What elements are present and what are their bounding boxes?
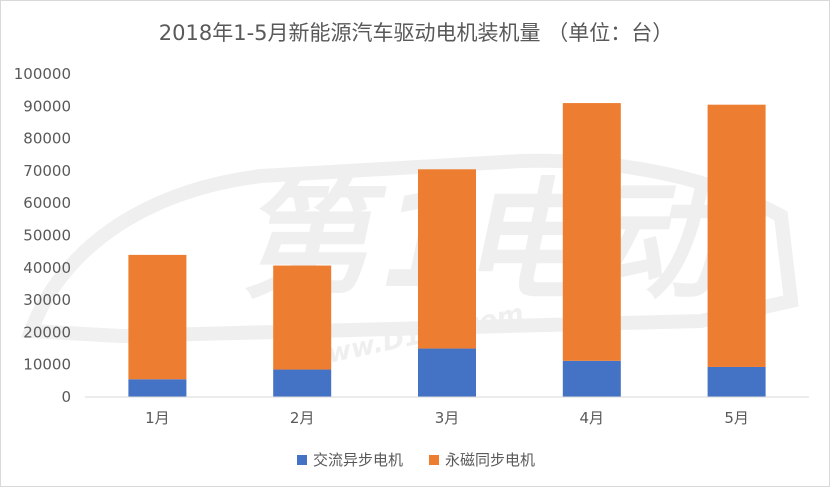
legend: 交流异步电机 永磁同步电机: [1, 449, 830, 470]
bar-segment-pm-sync: [128, 254, 187, 380]
y-tick-label: 90000: [23, 97, 71, 115]
y-tick-label: 70000: [23, 162, 71, 180]
bars-group: [128, 103, 766, 397]
x-tick-label: 3月: [435, 409, 460, 427]
bar-segment-pm-sync: [562, 103, 621, 361]
legend-label: 永磁同步电机: [445, 451, 536, 469]
bar-segment-pm-sync: [273, 265, 332, 370]
legend-item-pm-sync: 永磁同步电机: [429, 449, 535, 470]
x-tick-label: 2月: [290, 409, 315, 427]
y-tick-label: 30000: [23, 291, 71, 309]
x-axis: 1月 2月 3月 4月 5月: [85, 396, 809, 427]
legend-label: 交流异步电机: [312, 451, 403, 469]
y-tick-label: 40000: [23, 259, 71, 277]
bar-segment-pm-sync: [707, 104, 766, 367]
y-tick-label: 80000: [23, 130, 71, 148]
y-tick-label: 10000: [23, 356, 71, 374]
bar-segment-ac-async: [562, 360, 621, 397]
y-tick-label: 20000: [23, 323, 71, 341]
legend-item-ac-async: 交流异步电机: [296, 449, 403, 470]
bar-segment-ac-async: [273, 369, 332, 397]
y-tick-label: 100000: [14, 65, 71, 83]
legend-swatch: [296, 454, 307, 465]
bar-segment-ac-async: [418, 348, 476, 397]
legend-swatch: [429, 454, 439, 465]
y-tick-label: 50000: [23, 227, 71, 245]
y-axis: 0 10000 20000 30000 40000 50000 60000 70000 8000…: [14, 65, 71, 406]
chart-title: 2018年1-5月新能源汽车驱动电机装机量 （单位：台）: [158, 21, 674, 45]
bar-segment-ac-async: [707, 366, 766, 397]
y-tick-label: 60000: [23, 194, 71, 212]
bar-segment-ac-async: [128, 379, 187, 397]
bar-segment-pm-sync: [418, 169, 476, 349]
x-tick-label: 4月: [580, 409, 605, 427]
y-tick-label: 0: [61, 388, 71, 406]
x-tick-label: 5月: [724, 409, 749, 427]
x-tick-label: 1月: [145, 409, 170, 427]
